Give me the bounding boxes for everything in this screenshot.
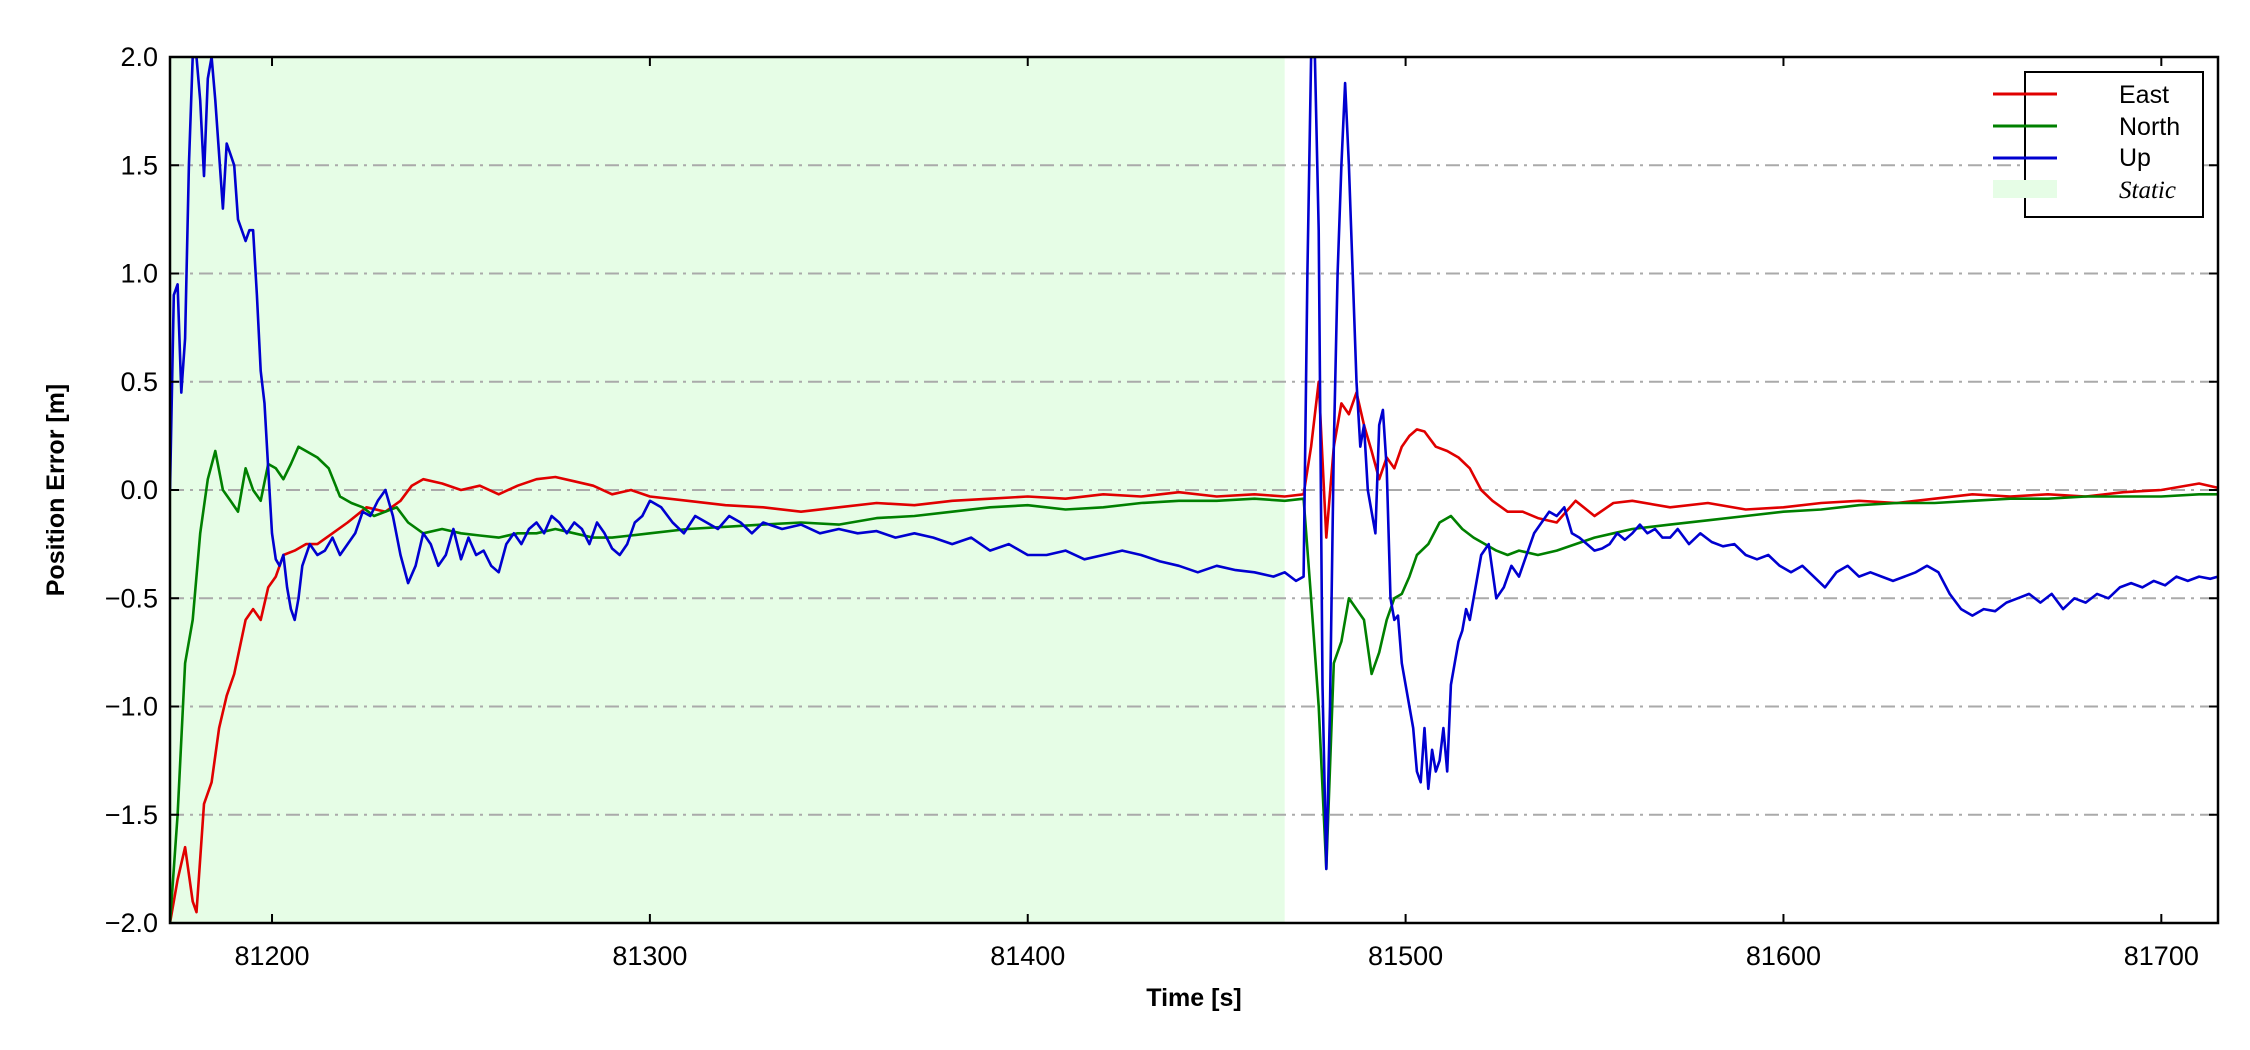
x-tick-label: 81500 bbox=[1368, 941, 1443, 971]
series-line-east bbox=[170, 380, 2218, 923]
x-tick-label: 81200 bbox=[234, 941, 309, 971]
y-tick-label: −1.5 bbox=[105, 800, 158, 830]
y-axis-title: Position Error [m] bbox=[42, 384, 70, 597]
y-tick-label: 0.0 bbox=[120, 475, 158, 505]
series-line-up bbox=[170, 57, 2218, 871]
legend-north-label: North bbox=[2119, 113, 2180, 141]
y-tick-label: −1.0 bbox=[105, 692, 158, 722]
series-lines bbox=[170, 57, 2218, 923]
legend-static-label: Static bbox=[2119, 177, 2176, 204]
x-tick-label: 81300 bbox=[612, 941, 687, 971]
legend-static-swatch bbox=[1993, 180, 2057, 198]
x-tick-label: 81400 bbox=[990, 941, 1065, 971]
legend-up-label: Up bbox=[2119, 144, 2151, 172]
y-tick-label: −0.5 bbox=[105, 583, 158, 613]
axis-ticks: 81200 81300 81400 81500 81600 81700 2.0 1.5 1.0 0… bbox=[105, 42, 2218, 971]
legend: East North Up Static bbox=[1993, 71, 2204, 218]
y-tick-label: 0.5 bbox=[120, 367, 158, 397]
y-tick-label: 1.0 bbox=[120, 259, 158, 289]
y-tick-label: 2.0 bbox=[120, 42, 158, 72]
y-tick-label: −2.0 bbox=[105, 908, 158, 938]
y-tick-label: 1.5 bbox=[120, 150, 158, 180]
series-line-north bbox=[170, 445, 2218, 923]
x-tick-label: 81700 bbox=[2124, 941, 2199, 971]
legend-east-label: East bbox=[2119, 81, 2169, 109]
x-axis-title: Time [s] bbox=[1146, 984, 1241, 1012]
x-tick-label: 81600 bbox=[1746, 941, 1821, 971]
grid-lines bbox=[170, 164, 2218, 816]
